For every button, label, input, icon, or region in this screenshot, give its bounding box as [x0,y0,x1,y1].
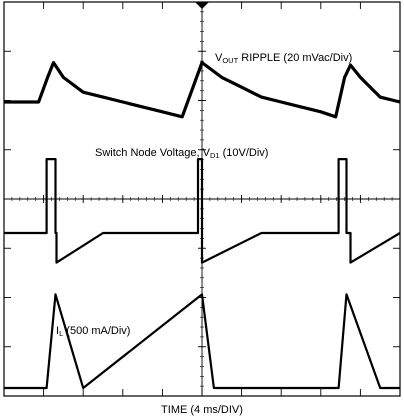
inductor-current-trace [4,293,400,390]
series-label-switch-node: Switch Node Voltage, VD1 (10V/Div) [95,147,268,160]
trigger-marker [195,2,209,9]
vout-ripple-trace [4,61,401,119]
switch-node-trace [4,158,401,264]
series-label-inductor-current: IL (500 mA/Div) [56,325,130,338]
series-label-vout: VOUT RIPPLE (20 mVac/Div) [215,52,352,65]
x-axis-label: TIME (4 ms/DIV) [161,404,243,416]
traces [4,2,401,390]
